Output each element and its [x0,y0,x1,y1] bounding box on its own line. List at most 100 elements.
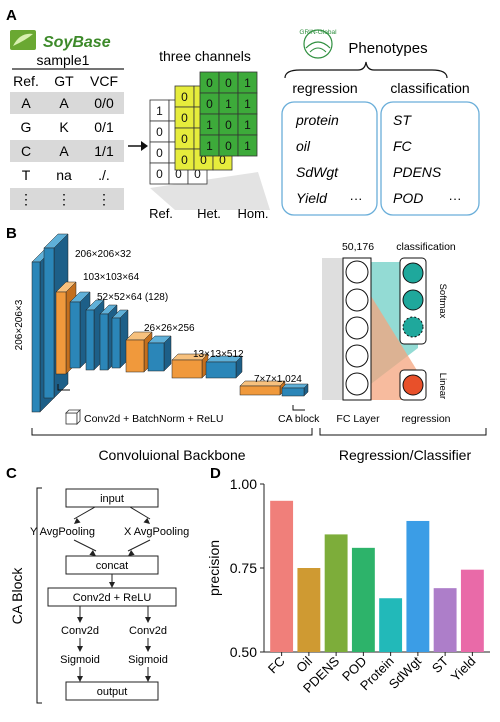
panel-label-c: C [6,465,17,482]
ca-block-label: CA Block [9,567,25,625]
table-cell: ⋮ [97,191,111,207]
regression-header: regression [292,80,357,96]
grid-cell-value: 0 [181,153,188,167]
classification-item: ST [393,112,412,128]
node-output-label: output [97,686,128,698]
channels-title: three channels [159,48,251,64]
legend-ca-label: CA block [278,413,320,425]
classification-item: PDENS [393,164,442,180]
flow-arrow-head [77,617,83,623]
table-cell: C [21,143,31,159]
grin-global-logo-text: GRIN-Global [299,29,337,36]
legend-ca: CA block [278,405,320,425]
node-input [65,488,159,508]
bar-oil [297,568,321,652]
conv-block-11 [239,380,286,396]
regression-item: SdWgt [296,164,339,180]
y-axis-label: precision [206,540,222,596]
table-cell: 0/0 [94,95,114,111]
grid-cell-value: 0 [156,167,163,181]
grid-cell-value: 1 [244,139,251,153]
fc-neuron [345,260,369,284]
channel-shadow [150,172,270,210]
grid-cell-value: 1 [156,104,163,118]
flow-arrow-head [145,676,151,682]
grid-cell-value: 0 [181,90,188,104]
grid-cell [237,134,258,157]
bar-yield [460,569,484,652]
panel-label-b: B [6,225,17,242]
table-row-shade [10,92,124,114]
y-tick-label: 0.75 [230,560,257,576]
flow-arrow-head [143,517,150,524]
node-input-label: input [100,493,124,505]
flow-arrow-head [109,582,115,588]
grid-cell-value: 1 [244,76,251,90]
legend-conv-label: Conv2d + BatchNorm + ReLU [84,413,223,425]
table-cell: G [21,119,32,135]
classification-item: POD [393,190,423,206]
bar-pod [351,547,375,652]
table-cell: ⋮ [19,191,33,207]
table-row-shade [10,188,124,210]
classification-item: FC [393,138,413,154]
softmax-label: Softmax [437,284,448,319]
flow-arrow-head [74,517,81,524]
grid-cell-value: 0 [206,97,213,111]
grid-cell-value: 0 [194,167,201,181]
node-conv-relu-label: Conv2d + ReLU [73,592,152,604]
class-neuron [402,289,424,311]
regression-output-label: regression [401,413,450,425]
grid-cell-value: 0 [225,139,232,153]
fc-fan-in [322,258,344,400]
grid-cell-value: 0 [181,111,188,125]
bar-pdens [324,534,348,652]
backbone-label: Convoluional Backbone [98,447,245,463]
flow-arrow-head [145,617,151,623]
node-output [65,681,159,701]
conv-block-8 [147,335,172,372]
flow-arrow [129,506,151,520]
fc-neuron [345,316,369,340]
node-conv-right: Conv2d [129,625,167,637]
table-cell: A [21,95,31,111]
snp-table: Ref. GT VCF A A 0/0 G K 0/1 C A 1/1 T na ./. ⋮ ⋮ ⋮ [10,73,124,210]
table-cell: A [59,143,69,159]
classification-ellipsis: ··· [449,191,462,206]
fc-count: 50,176 [342,241,374,253]
table-cell: ./. [98,167,110,183]
table-header: VCF [90,73,118,89]
node-x-pool: X AvgPooling [124,526,189,538]
legend-conv: Conv2d + BatchNorm + ReLU [65,409,223,425]
flow-arrow [127,539,151,552]
grid-cell-value: 1 [206,118,213,132]
regressor-label: Regression/Classifier [339,447,472,463]
soybase-logo: SoyBase [10,30,111,51]
panel-label-a: A [6,7,17,24]
table-header: Ref. [13,73,39,89]
flow-arrow-head [128,550,135,556]
node-sigmoid-left: Sigmoid [60,654,100,666]
grid-cell-value: 0 [200,153,207,167]
grid-cell-value: 0 [225,76,232,90]
arrow-to-channels-head [141,141,148,151]
y-tick-label: 0.50 [230,644,257,660]
grin-global-logo: GRIN-Global [299,29,337,59]
classification-box [380,101,480,216]
bar-protein [379,598,403,652]
grid-cell-value: 0 [156,146,163,160]
table-cell: na [56,167,72,183]
flow-arrow [73,506,96,520]
regression-ellipsis: ··· [350,191,363,206]
x-tick-label: Yield [448,654,479,685]
backbone-bracket [31,428,313,436]
grid-cell-value: 0 [219,153,226,167]
grid-cell-value: 1 [244,118,251,132]
fc-layer [322,257,427,401]
ca-block-bracket [36,487,42,704]
channel-label-hom: Hom. [237,206,268,221]
layer-label-2: 103×103×64 [83,272,140,283]
input-size-label: 206×206×3 [14,299,25,350]
conv-block-12 [281,383,309,397]
